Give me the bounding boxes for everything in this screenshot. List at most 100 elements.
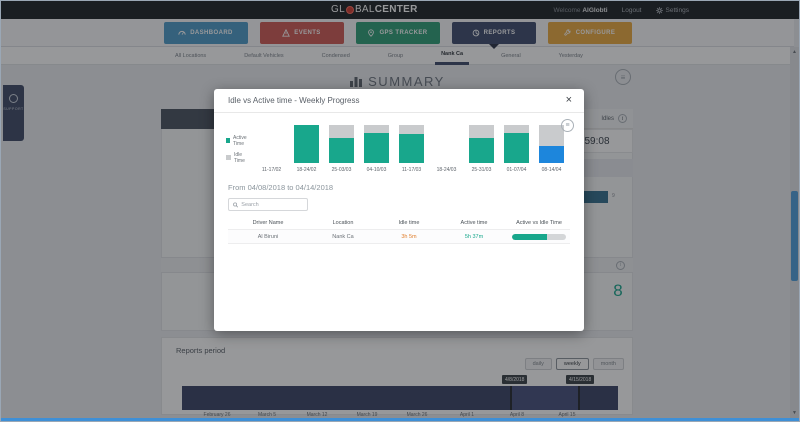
nav-gps-tracker-button[interactable]: GPS TRACKER xyxy=(355,21,440,44)
wrench-icon xyxy=(564,28,571,36)
timeline-right-handle[interactable] xyxy=(578,386,580,410)
subtab-condensed[interactable]: Condensed xyxy=(321,52,350,59)
subtab-yesterday[interactable]: Yesterday xyxy=(558,52,583,59)
chart-menu-button[interactable]: ≡ xyxy=(561,119,574,132)
nav-dashboard-label: DASHBOARD xyxy=(190,29,233,36)
support-tab[interactable]: SUPPORT xyxy=(3,85,24,141)
chart-category-label: 11-17/02 xyxy=(261,167,282,173)
logo-text-bal: BAL xyxy=(354,4,375,15)
period-buttons: daily weekly month xyxy=(524,358,624,370)
date-range-subtitle: From 04/08/2018 to 04/14/2018 xyxy=(228,183,334,192)
info-icon[interactable]: i xyxy=(618,114,627,123)
table-row[interactable]: Al Biruni Nank Ca 3h 5m 5h 37m xyxy=(228,229,570,244)
nav-reports-label: REPORTS xyxy=(483,29,516,36)
welcome-label: Welcome xyxy=(553,6,581,14)
weekly-button[interactable]: weekly xyxy=(555,358,589,370)
chart-bar-18-24/03[interactable]: 18-24/03 xyxy=(429,125,464,173)
weekly-chart: Active Time Idle Time 11-17/02 18-24/02 25… xyxy=(214,125,584,173)
col-driver-name: Driver Name xyxy=(252,220,284,226)
page-title-row: SUMMARY xyxy=(1,71,794,91)
scroll-up-icon[interactable]: ▲ xyxy=(792,49,797,55)
legend-label: Idle Time xyxy=(233,151,245,164)
timeline-band[interactable] xyxy=(182,386,618,410)
ratio-fill xyxy=(512,233,547,240)
main-nav: DASHBOARD EVENTS GPS TRACKER REPORTS CON… xyxy=(1,19,794,49)
logout-link[interactable]: Logout xyxy=(621,6,642,14)
subtab-default-vehicles[interactable]: Default Vehicles xyxy=(244,52,284,59)
subtab-general[interactable]: General xyxy=(501,52,521,59)
chart-category-label: 11-17/03 xyxy=(401,167,422,173)
col-idle-time: Idle time xyxy=(398,220,420,226)
timeline-left-handle[interactable] xyxy=(510,386,512,410)
cell-idle-time: 3h 5m xyxy=(401,233,417,240)
idles-title: Idles xyxy=(601,115,614,122)
gear-icon xyxy=(655,6,663,14)
col-active-time: Active time xyxy=(460,220,488,226)
timeline-selected-range[interactable] xyxy=(511,386,580,410)
nav-configure-button[interactable]: CONFIGURE xyxy=(547,21,632,44)
support-tab-label: SUPPORT xyxy=(3,107,24,111)
chart-bar-11-17/03[interactable]: 11-17/03 xyxy=(394,125,429,173)
nav-gps-tracker-label: GPS TRACKER xyxy=(379,29,428,36)
weekly-chart-plot: 11-17/02 18-24/02 25-03/03 04-10/03 11-17/03… xyxy=(254,125,569,173)
top-bar-right: Welcome AlGlobti Logout Settings xyxy=(554,1,689,19)
info-icon[interactable]: i xyxy=(616,260,625,270)
chart-bar-01-07/04[interactable]: 01-07/04 xyxy=(499,125,534,173)
settings-label: Settings xyxy=(665,6,690,14)
location-pin-icon xyxy=(368,28,375,37)
legend-idle-time[interactable]: Idle Time xyxy=(226,152,254,164)
idles-count: 8 xyxy=(613,281,623,300)
warning-icon xyxy=(282,28,291,37)
chart-bar-08-14/04[interactable]: 08-14/04 xyxy=(534,125,569,173)
gauge-icon xyxy=(178,30,186,35)
reports-period-title: Reports period xyxy=(176,346,226,355)
scroll-down-icon[interactable]: ▼ xyxy=(792,410,797,416)
search-box xyxy=(228,198,308,211)
page-menu-button[interactable]: ≡ xyxy=(615,69,631,85)
daily-button[interactable]: daily xyxy=(524,358,552,370)
nav-dashboard-button[interactable]: DASHBOARD xyxy=(163,21,248,44)
scrollbar-thumb[interactable] xyxy=(791,191,798,281)
ratio-bar xyxy=(512,233,566,240)
nav-events-button[interactable]: EVENTS xyxy=(259,21,344,44)
chart-legend: Active Time Idle Time xyxy=(214,125,254,173)
cell-location: Nank Ca xyxy=(332,233,354,240)
vertical-scrollbar[interactable]: ▲ ▼ xyxy=(790,47,799,418)
settings-link[interactable]: Settings xyxy=(655,6,690,14)
globalcenter-logo: GL BAL CENTER xyxy=(331,4,418,15)
nav-reports-button[interactable]: REPORTS xyxy=(451,21,536,49)
username: AlGlobti xyxy=(582,6,608,14)
legend-swatch-icon xyxy=(226,138,231,143)
chart-category-label: 18-24/03 xyxy=(436,167,457,173)
timeline-date: April 1 xyxy=(459,412,475,418)
drivers-table: Driver Name Location Idle time Active ti… xyxy=(228,217,570,244)
subtab-nank-ca[interactable]: Nank Ca xyxy=(435,47,470,65)
timeline-date: March 26 xyxy=(406,412,428,418)
search-icon xyxy=(233,202,239,208)
col-location: Location xyxy=(332,220,354,226)
active-nav-caret xyxy=(488,43,499,49)
support-icon xyxy=(9,94,18,103)
chart-bar-18-24/02[interactable]: 18-24/02 xyxy=(289,125,324,173)
subtab-all-locations[interactable]: All Locations xyxy=(175,52,207,59)
chart-bar-25-03/03[interactable]: 25-03/03 xyxy=(324,125,359,173)
legend-label: Active Time xyxy=(233,134,247,147)
reports-period-panel: Reports period daily weekly month 4/8/20… xyxy=(161,337,633,418)
logo-text-center: CENTER xyxy=(374,4,418,15)
close-icon[interactable]: × xyxy=(565,94,572,106)
weekly-progress-modal: Idle vs Active time - Weekly Progress × … xyxy=(214,89,584,331)
month-button[interactable]: month xyxy=(592,358,624,370)
chart-category-label: 25-03/03 xyxy=(331,167,352,173)
bar-chart-icon xyxy=(350,76,363,87)
chart-category-label: 01-07/04 xyxy=(506,167,527,173)
timeline-date: March 19 xyxy=(356,412,378,418)
timeline-date: April 8 xyxy=(509,412,525,418)
subtab-group[interactable]: Group xyxy=(387,52,404,59)
chart-bar-04-10/03[interactable]: 04-10/03 xyxy=(359,125,394,173)
legend-active-time[interactable]: Active Time xyxy=(226,135,254,147)
search-input[interactable] xyxy=(241,201,303,208)
chart-bar-11-17/02[interactable]: 11-17/02 xyxy=(254,125,289,173)
chart-bar-25-31/03[interactable]: 25-31/03 xyxy=(464,125,499,173)
timeline-date: February 26 xyxy=(203,412,231,418)
